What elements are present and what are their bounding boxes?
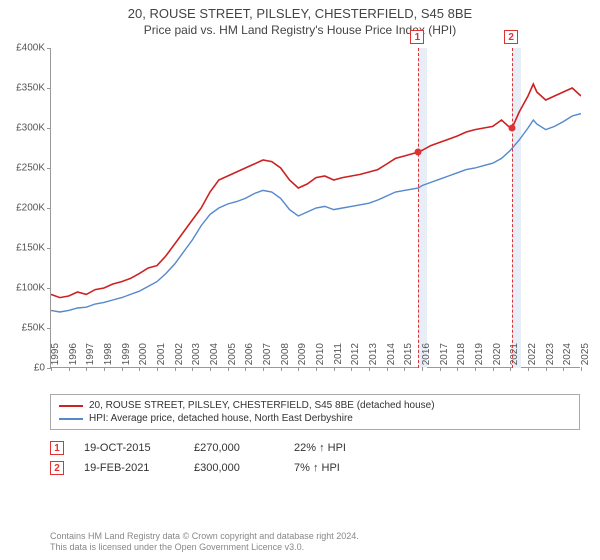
x-axis-label: 2025	[580, 343, 591, 373]
event-diff: 22% ↑ HPI	[294, 442, 374, 454]
x-axis-label: 2010	[315, 343, 326, 373]
x-axis-label: 2008	[280, 343, 291, 373]
series-line	[51, 114, 581, 312]
x-axis-label: 2003	[191, 343, 202, 373]
legend-swatch	[59, 405, 83, 407]
x-axis-label: 2016	[421, 343, 432, 373]
footer-line-1: Contains HM Land Registry data © Crown c…	[50, 531, 359, 543]
y-axis-label: £0	[34, 363, 45, 374]
legend-row: 20, ROUSE STREET, PILSLEY, CHESTERFIELD,…	[59, 399, 571, 412]
event-marker-box: 1	[410, 30, 424, 44]
x-axis-label: 2017	[439, 343, 450, 373]
x-axis-label: 2011	[333, 343, 344, 373]
x-axis-label: 1997	[85, 343, 96, 373]
chart-area: £0£50K£100K£150K£200K£250K£300K£350K£400…	[50, 48, 580, 368]
x-axis-label: 2004	[209, 343, 220, 373]
chart-title: 20, ROUSE STREET, PILSLEY, CHESTERFIELD,…	[0, 0, 600, 21]
legend-swatch	[59, 418, 83, 420]
event-diff: 7% ↑ HPI	[294, 462, 374, 474]
price-chart-container: 20, ROUSE STREET, PILSLEY, CHESTERFIELD,…	[0, 0, 600, 560]
legend-label: 20, ROUSE STREET, PILSLEY, CHESTERFIELD,…	[89, 400, 435, 411]
x-axis-label: 2000	[138, 343, 149, 373]
legend-box: 20, ROUSE STREET, PILSLEY, CHESTERFIELD,…	[50, 394, 580, 430]
x-axis-label: 2002	[174, 343, 185, 373]
x-axis-label: 2014	[386, 343, 397, 373]
x-axis-label: 2009	[297, 343, 308, 373]
event-price: £270,000	[194, 442, 274, 454]
x-axis-label: 2024	[562, 343, 573, 373]
y-axis-label: £100K	[16, 283, 45, 294]
x-axis-label: 2001	[156, 343, 167, 373]
series-line	[51, 84, 581, 298]
legend-row: HPI: Average price, detached house, Nort…	[59, 412, 571, 425]
event-row: 2 19-FEB-2021 £300,000 7% ↑ HPI	[50, 458, 580, 478]
footer-attribution: Contains HM Land Registry data © Crown c…	[50, 531, 359, 554]
x-axis-label: 2018	[456, 343, 467, 373]
legend-label: HPI: Average price, detached house, Nort…	[89, 413, 353, 424]
footer-line-2: This data is licensed under the Open Gov…	[50, 542, 359, 554]
x-axis-label: 2022	[527, 343, 538, 373]
plot-region	[50, 48, 580, 368]
event-dot	[509, 125, 516, 132]
event-price: £300,000	[194, 462, 274, 474]
x-axis-label: 1996	[68, 343, 79, 373]
x-axis-label: 2006	[244, 343, 255, 373]
y-axis-label: £200K	[16, 203, 45, 214]
y-axis-label: £250K	[16, 163, 45, 174]
event-marker-box: 2	[504, 30, 518, 44]
event-number: 1	[50, 441, 64, 455]
x-axis-label: 2021	[509, 343, 520, 373]
y-axis-label: £50K	[22, 323, 45, 334]
event-row: 1 19-OCT-2015 £270,000 22% ↑ HPI	[50, 438, 580, 458]
x-axis-label: 1998	[103, 343, 114, 373]
legend-area: 20, ROUSE STREET, PILSLEY, CHESTERFIELD,…	[50, 394, 580, 478]
y-axis-label: £150K	[16, 243, 45, 254]
x-axis-label: 2012	[350, 343, 361, 373]
event-date: 19-OCT-2015	[84, 442, 174, 454]
y-axis-label: £400K	[16, 43, 45, 54]
event-number: 2	[50, 461, 64, 475]
event-dot	[415, 149, 422, 156]
x-axis-label: 2020	[492, 343, 503, 373]
x-axis-label: 1999	[121, 343, 132, 373]
event-date: 19-FEB-2021	[84, 462, 174, 474]
y-axis-label: £350K	[16, 83, 45, 94]
y-axis-label: £300K	[16, 123, 45, 134]
x-axis-label: 2005	[227, 343, 238, 373]
x-axis-label: 2019	[474, 343, 485, 373]
x-axis-label: 1995	[50, 343, 61, 373]
x-axis-label: 2007	[262, 343, 273, 373]
x-axis-label: 2015	[403, 343, 414, 373]
x-axis-label: 2013	[368, 343, 379, 373]
chart-lines	[51, 48, 581, 368]
x-axis-label: 2023	[545, 343, 556, 373]
